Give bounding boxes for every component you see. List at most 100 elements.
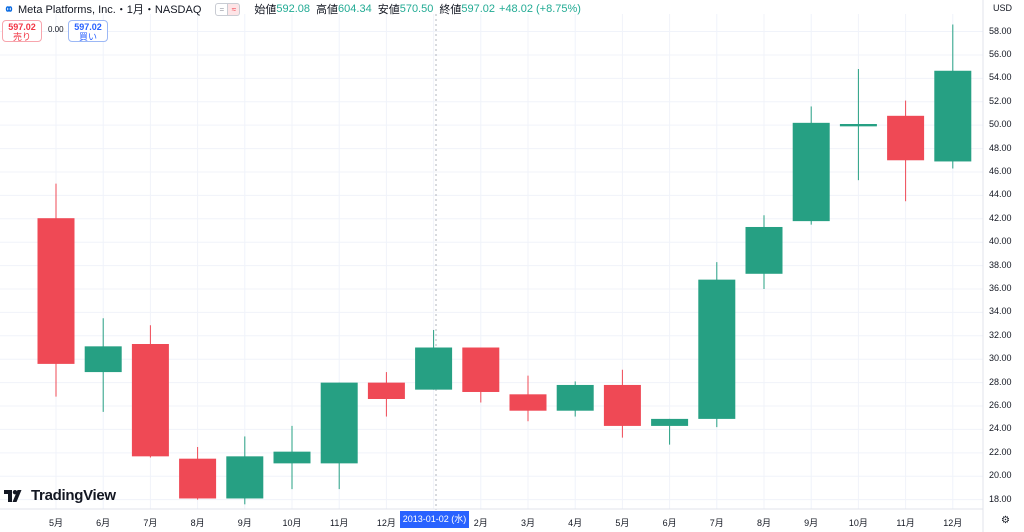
open-value: 592.08 [276,3,311,15]
price-tick-label: 30.00 [989,353,1012,364]
sell-price: 597.02 [8,22,36,32]
price-tick-label: 58.00 [989,25,1012,36]
candle[interactable] [887,100,925,202]
candle-body [698,279,736,419]
approx-icon: ≈ [228,2,241,16]
candle[interactable] [84,318,122,412]
candle[interactable] [367,372,405,417]
candle-body [131,344,169,457]
price-tick-label: 38.00 [989,259,1012,270]
infinity-icon [4,4,14,14]
crosshair-date-label: 2013-01-02 (水) [400,511,469,528]
spread-value: 0.00 [48,25,64,34]
price-tick-label: 54.00 [989,72,1012,83]
time-tick-label: 9月 [804,518,819,528]
time-tick-label: 10月 [848,518,868,528]
candle-body [839,124,877,127]
candle-body [651,418,689,426]
high-value: 604.34 [338,3,372,15]
currency-label[interactable]: USD [992,3,1012,13]
candle-body [415,347,453,390]
price-tick-label: 34.00 [989,306,1012,317]
change-value: +48.02 (+8.75%) [499,3,581,15]
candle[interactable] [509,375,547,422]
open-label: 始値 [254,4,277,16]
symbol-title[interactable]: Meta Platforms, Inc.・1月・NASDAQ [18,4,202,16]
candle-body [887,115,925,161]
price-tick-label: 46.00 [989,165,1012,176]
price-tick-label: 50.00 [989,119,1012,130]
price-tick-label: 52.00 [989,95,1012,106]
time-tick-label: 5月 [615,518,630,528]
price-tick-label: 18.00 [989,493,1012,504]
time-tick-label: 7月 [143,518,158,528]
low-value: 570.50 [399,3,434,15]
price-tick-label: 56.00 [989,48,1012,59]
price-tick-label: 44.00 [989,189,1012,200]
symbol-legend: Meta Platforms, Inc.・1月・NASDAQ = ≈ 始値 592.… [4,2,581,16]
candle[interactable] [273,425,311,490]
close-value: 597.02 [461,3,496,15]
candle[interactable] [745,215,783,289]
candle[interactable] [603,369,641,438]
close-label: 終値 [439,4,462,16]
low-label: 安値 [377,4,400,16]
candles [37,24,972,505]
candle[interactable] [556,381,594,417]
candle-body [792,122,830,222]
gear-icon[interactable]: ⚙ [1001,515,1010,526]
price-tick-label: 42.00 [989,212,1012,223]
price-tick-label: 32.00 [989,329,1012,340]
price-tick-label: 20.00 [989,470,1012,481]
sell-button[interactable]: 597.02 売り [2,20,42,42]
time-tick-label: 10月 [282,518,302,528]
time-tick-label: 11月 [330,518,349,528]
candle-body [226,456,264,499]
candle[interactable] [131,325,169,458]
buy-label: 買い [78,32,97,42]
candle[interactable] [226,436,264,505]
price-tick-label: 28.00 [989,376,1012,387]
time-tick-label: 2月 [473,518,488,528]
compare-toggle[interactable]: = ≈ [215,2,241,16]
candle-body [179,458,217,499]
candle-body [37,218,75,364]
candle[interactable] [462,347,500,403]
candle-body [509,394,547,411]
candle[interactable] [320,382,358,490]
time-tick-label: 8月 [756,518,772,528]
candle[interactable] [934,24,972,169]
price-tick-label: 48.00 [989,142,1012,153]
candle[interactable] [839,69,877,181]
candle[interactable] [415,329,453,390]
time-tick-label: 8月 [190,518,205,528]
logo-text: TradingView [31,487,116,504]
buy-price: 597.02 [74,22,102,32]
high-label: 高値 [316,4,339,16]
candle[interactable] [37,183,75,397]
candle-body [934,70,972,162]
candle-body [367,382,405,399]
time-tick-label: 6月 [662,518,677,528]
price-tick-label: 26.00 [989,400,1012,411]
time-tick-label: 9月 [237,518,252,528]
candle-body [603,384,641,426]
tradingview-logo[interactable]: TradingView [4,487,116,504]
price-tick-label: 36.00 [989,283,1012,293]
time-tick-label: 6月 [96,518,111,528]
candle[interactable] [792,106,830,225]
candle-body [84,346,122,373]
price-tick-label: 24.00 [989,423,1012,434]
candle[interactable] [179,446,217,500]
candle[interactable] [698,262,736,428]
candle-body [320,382,358,464]
time-tick-label: 4月 [568,518,583,528]
buy-button[interactable]: 597.02 買い [68,20,108,42]
candle[interactable] [651,418,689,445]
time-tick-label: 3月 [520,518,536,528]
price-tick-label: 22.00 [989,446,1012,457]
sell-label: 売り [12,32,31,42]
candle-body [556,384,594,411]
equals-icon: = [215,2,229,16]
